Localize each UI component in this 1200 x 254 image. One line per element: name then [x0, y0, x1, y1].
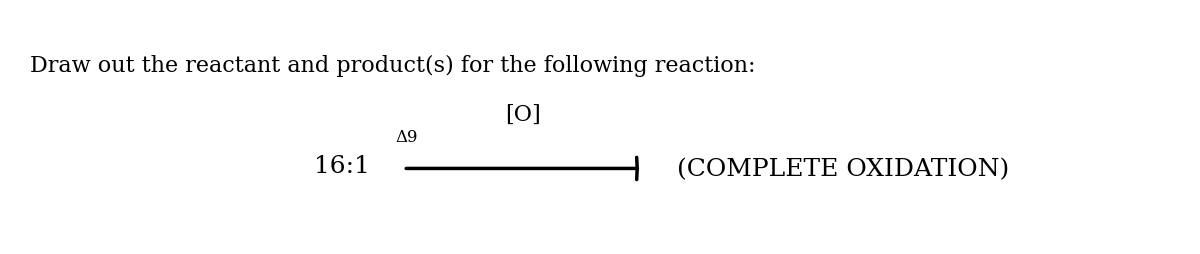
Text: Draw out the reactant and product(s) for the following reaction:: Draw out the reactant and product(s) for…: [30, 55, 756, 76]
Text: [O]: [O]: [505, 104, 540, 126]
Text: (COMPLETE OXIDATION): (COMPLETE OXIDATION): [678, 157, 1009, 180]
Text: 16:1: 16:1: [314, 155, 370, 178]
Text: Δ9: Δ9: [395, 128, 418, 145]
